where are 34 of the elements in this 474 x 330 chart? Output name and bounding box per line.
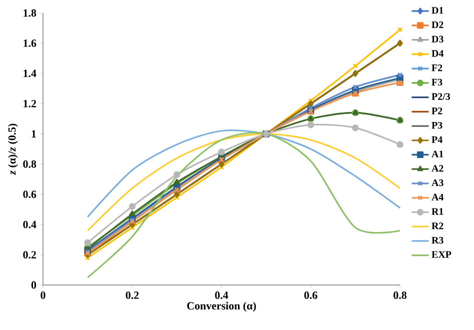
x-tick-label: 0.6 bbox=[304, 292, 318, 299]
legend-label: R2 bbox=[432, 222, 444, 230]
x-tick-label: 0.8 bbox=[394, 292, 406, 299]
legend-label: D2 bbox=[432, 21, 444, 28]
legend-label: A4 bbox=[432, 194, 444, 200]
legend-label: F2 bbox=[432, 64, 442, 72]
legend-label: A3 bbox=[432, 179, 444, 186]
y-tick-label: 1.4 bbox=[24, 70, 36, 78]
legend-label: P3 bbox=[432, 122, 442, 129]
x-tick-label: 0.4 bbox=[215, 292, 228, 299]
y-tick-label: 1.2 bbox=[24, 100, 36, 108]
x-tick-label: 0.2 bbox=[126, 292, 139, 299]
x-axis-title: Conversion (α) bbox=[187, 302, 256, 312]
x-tick-label: 0 bbox=[40, 292, 46, 299]
legend-label: F3 bbox=[432, 78, 442, 86]
legend-label: D4 bbox=[432, 50, 444, 57]
y-tick-label: 0 bbox=[31, 281, 36, 289]
y-tick-label: 1 bbox=[32, 130, 36, 138]
y-tick-label: 0.2 bbox=[23, 251, 36, 258]
legend-label: P2/3 bbox=[432, 93, 450, 100]
legend-label: A2 bbox=[432, 165, 444, 172]
legend-label: P2 bbox=[432, 108, 442, 114]
y-tick-label: 1.6 bbox=[24, 40, 36, 47]
legend-label: R1 bbox=[432, 208, 444, 215]
legend-label: R3 bbox=[432, 236, 444, 244]
legend-label: P4 bbox=[432, 136, 442, 143]
y-tick-label: 0.8 bbox=[23, 160, 36, 168]
legend-label: A1 bbox=[432, 150, 444, 158]
legend-label: EXP bbox=[432, 251, 452, 258]
y-tick-label: 1.8 bbox=[24, 9, 36, 17]
y-tick-label: 0.4 bbox=[23, 220, 36, 228]
legend-label: D1 bbox=[432, 7, 444, 14]
y-tick-label: 0.6 bbox=[23, 190, 36, 198]
legend-label: D3 bbox=[432, 36, 444, 42]
